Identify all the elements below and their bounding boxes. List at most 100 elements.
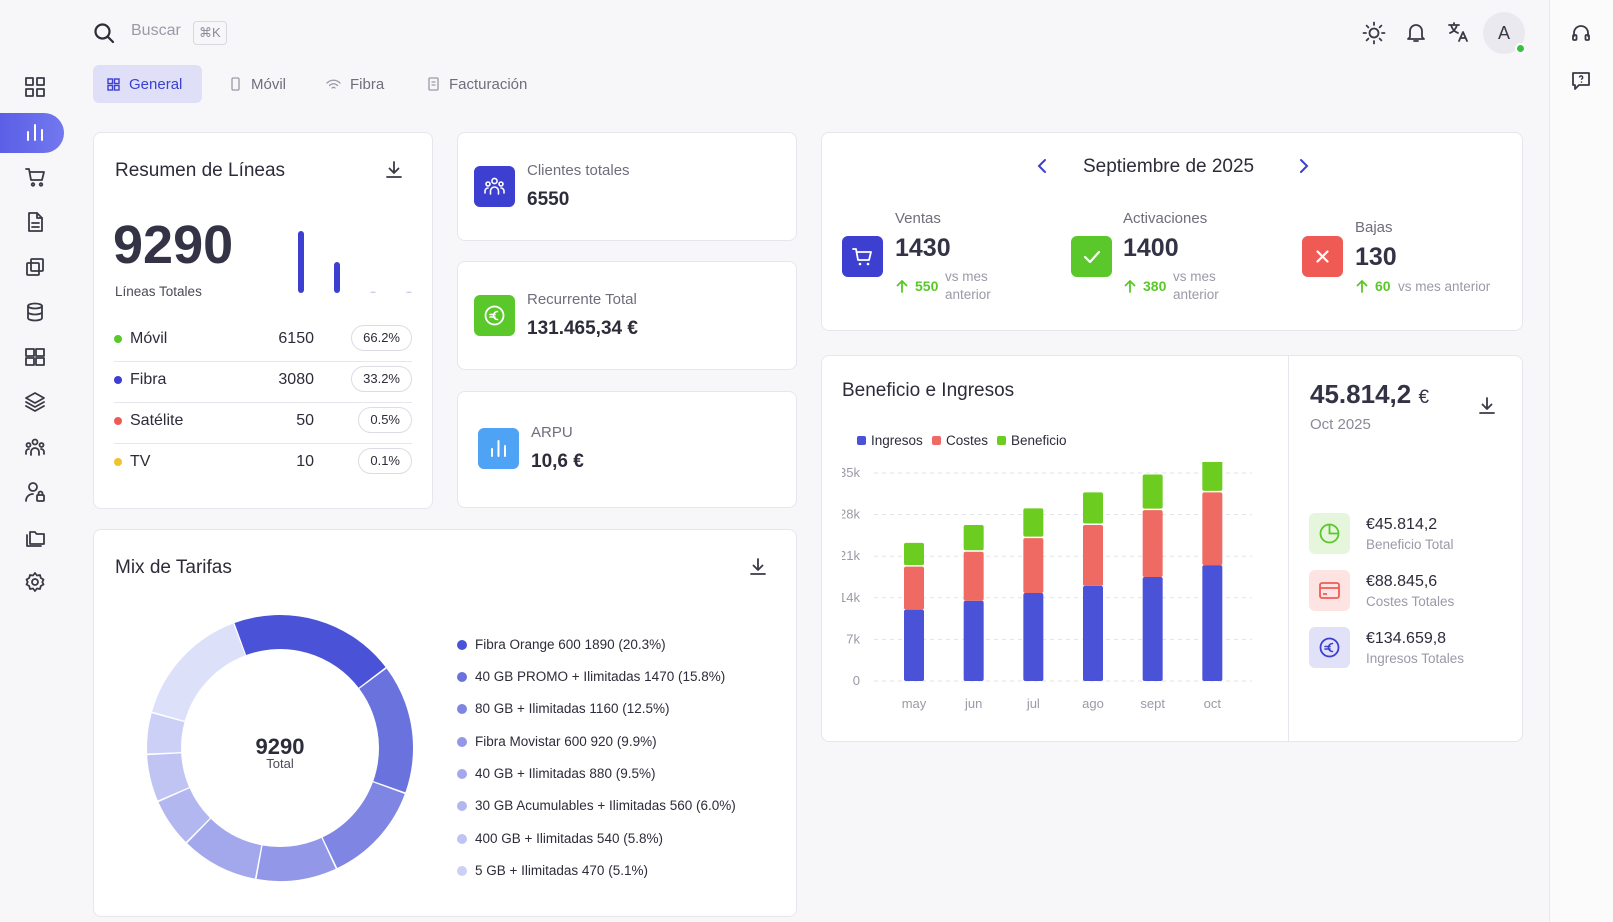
users-group-icon[interactable] (24, 436, 46, 458)
arrow-up-icon (896, 279, 908, 293)
bar-beneficio (1023, 508, 1044, 537)
beneficio-total-value: 45.814,2 (1310, 379, 1412, 409)
pie-chart-icon (1319, 523, 1340, 544)
download-icon[interactable] (748, 557, 768, 577)
beneficio-total: 45.814,2 € (1310, 379, 1429, 410)
bar-chart-icon (491, 440, 506, 457)
search-icon[interactable] (93, 22, 115, 44)
row-value: 6150 (278, 330, 314, 347)
status-dot (114, 335, 122, 343)
translate-icon[interactable] (1446, 20, 1470, 44)
theme-toggle-icon[interactable] (1362, 21, 1386, 45)
donut-segment (147, 615, 413, 881)
notification-bell-icon[interactable] (1404, 20, 1428, 44)
bajas-icon-bg (1302, 236, 1343, 277)
tab-label: General (129, 75, 183, 93)
y-tick-label: 0 (853, 673, 860, 688)
online-status-dot (1515, 43, 1526, 54)
user-lock-icon[interactable] (24, 481, 46, 503)
help-chat-icon[interactable] (1570, 70, 1592, 92)
tab-general[interactable]: General (93, 65, 202, 103)
users-icon (484, 177, 505, 195)
kpi-label: ARPU (531, 424, 573, 441)
cart-icon[interactable] (24, 166, 46, 188)
x-tick-label: ago (1082, 696, 1104, 711)
total-label: Ingresos Totales (1366, 651, 1465, 666)
x-tick-label: jul (1026, 696, 1040, 711)
stacked-bar-chart: 0 7k 14k 21k 28k 35k may jun jul ago sept oct (842, 462, 1252, 711)
document-icon[interactable] (24, 211, 46, 233)
stat-delta-text: vs mes anterior (1398, 279, 1491, 294)
grid-icon (107, 77, 120, 91)
month-title: Septiembre de 2025 (1083, 156, 1255, 177)
donut-center-label: Total (266, 756, 294, 771)
download-icon[interactable] (384, 160, 404, 180)
headset-icon[interactable] (1570, 22, 1592, 44)
kpi-value: 10,6 € (531, 451, 584, 472)
dashboard-icon[interactable] (24, 76, 46, 98)
tab-label: Móvil (251, 75, 287, 93)
search-input[interactable]: Buscar (131, 22, 181, 39)
legend-label: 40 GB + Ilimitadas 880 (9.5%) (475, 766, 656, 781)
kpi-value: 6550 (527, 189, 570, 210)
bar-costes (1142, 510, 1163, 577)
database-icon[interactable] (24, 301, 46, 323)
analytics-icon[interactable] (24, 121, 46, 143)
copy-icon[interactable] (24, 256, 46, 278)
layers-icon[interactable] (24, 391, 46, 413)
legend-costes: Costes (932, 433, 988, 448)
kpi-value: 131.465,34 € (527, 318, 638, 339)
total-label: Costes Totales (1366, 594, 1455, 609)
total-lines-value: 9290 (113, 215, 234, 275)
summary-row-tv: TV 10 0.1% (114, 444, 412, 485)
bar-ingresos (1202, 565, 1223, 681)
kpi-icon-bg (474, 295, 515, 336)
bar-costes (1023, 538, 1044, 594)
legend-label: 80 GB + Ilimitadas 1160 (12.5%) (475, 701, 670, 716)
bar-beneficio (963, 525, 984, 551)
row-name: Móvil (130, 330, 168, 347)
beneficio-total-icon-bg (1309, 513, 1350, 554)
cart-icon (852, 248, 872, 266)
bar-costes (963, 551, 984, 601)
tab-fibra[interactable]: Fibra (312, 65, 412, 103)
legend-label: Fibra Movistar 600 920 (9.9%) (475, 734, 657, 749)
check-icon (1083, 250, 1101, 264)
legend-dot (457, 671, 467, 682)
total-value: €88.845,6 (1366, 573, 1438, 590)
kpi-icon-bg (478, 428, 519, 469)
stat-delta-text: vs mes anterior (945, 269, 991, 302)
summary-row-fibra: Fibra 3080 33.2% (114, 362, 412, 403)
tarifas-title: Mix de Tarifas (115, 557, 232, 578)
legend-dot (457, 736, 467, 747)
stat-delta: 550 (915, 278, 939, 294)
right-sidebar (1549, 0, 1613, 922)
legend-label: 400 GB + Ilimitadas 540 (5.8%) (475, 831, 663, 846)
donut-segment (147, 615, 413, 881)
bar-costes (904, 566, 924, 610)
status-dot (114, 376, 122, 384)
tarifa-legend-item: 400 GB + Ilimitadas 540 (5.8%) (457, 831, 663, 846)
tarifa-legend-item: Fibra Orange 600 1890 (20.3%) (457, 637, 666, 652)
spark-bar (406, 291, 412, 293)
tarifa-legend-item: 5 GB + Ilimitadas 470 (5.1%) (457, 863, 648, 878)
bar-ingresos (904, 609, 924, 681)
tab-movil[interactable]: Móvil (215, 65, 315, 103)
bar-costes (1083, 525, 1103, 586)
legend-dot (457, 865, 467, 876)
row-percent-badge: 0.1% (358, 448, 412, 474)
download-icon[interactable] (1477, 396, 1497, 416)
chevron-right-icon[interactable] (1296, 157, 1310, 175)
ingresos-total-icon-bg (1309, 627, 1350, 668)
apps-icon[interactable] (24, 346, 46, 368)
tab-facturacion[interactable]: Facturación (413, 65, 553, 103)
chevron-left-icon[interactable] (1036, 157, 1050, 175)
legend-ingresos: Ingresos (857, 433, 923, 448)
stat-value: 1400 (1123, 234, 1179, 262)
arrow-up-icon (1356, 279, 1368, 293)
avatar[interactable]: A (1483, 12, 1525, 54)
total-value: €134.659,8 (1366, 630, 1447, 647)
bar-ingresos (963, 600, 984, 681)
folders-icon[interactable] (24, 526, 46, 548)
settings-icon[interactable] (24, 571, 46, 593)
